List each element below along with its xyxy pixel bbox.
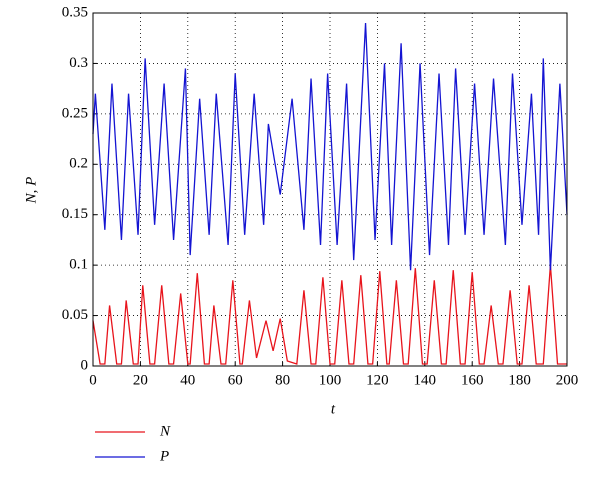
- plot-frame: [92, 12, 568, 367]
- y-tick-label: 0.3: [69, 55, 88, 71]
- y-tick-label: 0: [81, 357, 89, 373]
- y-tick-label: 0.1: [69, 257, 88, 273]
- y-tick-label: 0.35: [62, 4, 88, 20]
- y-tick-label: 0.05: [62, 307, 88, 323]
- x-tick-label: 200: [556, 372, 579, 388]
- y-tick-label: 0.15: [62, 206, 88, 222]
- legend-label: P: [159, 448, 169, 464]
- line-series: [92, 23, 568, 271]
- x-tick-label: 120: [366, 372, 389, 388]
- y-tick-label: 0.25: [62, 105, 88, 121]
- x-tick-label: 80: [275, 372, 290, 388]
- x-tick-label: 40: [180, 372, 195, 388]
- legend-label: N: [159, 423, 171, 439]
- x-tick-label: 0: [89, 372, 97, 388]
- line-series: [92, 265, 567, 365]
- x-axis-label: t: [331, 401, 336, 417]
- x-tick-label: 100: [319, 372, 342, 388]
- x-tick-label: 60: [228, 372, 243, 388]
- x-tick-label: 20: [133, 372, 148, 388]
- y-axis-label: N, P: [23, 177, 39, 205]
- x-tick-label: 140: [414, 372, 437, 388]
- y-tick-label: 0.2: [69, 156, 88, 172]
- x-tick-label: 180: [508, 372, 531, 388]
- x-tick-label: 160: [461, 372, 484, 388]
